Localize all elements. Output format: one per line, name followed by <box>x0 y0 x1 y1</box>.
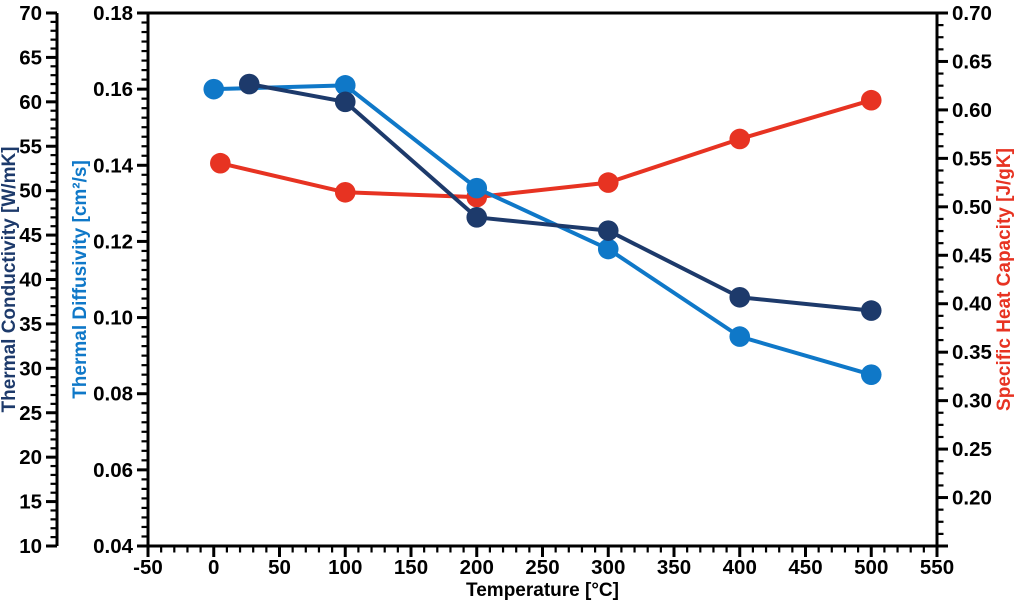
x-tick-label: 350 <box>657 556 691 579</box>
data-point <box>729 286 751 308</box>
y-tick-label: 0.10 <box>93 307 133 330</box>
y-tick-label: 0.08 <box>93 383 133 406</box>
data-point <box>860 364 882 385</box>
y-tick-label: 30 <box>19 357 42 380</box>
y-tick-label: 0.04 <box>93 535 133 558</box>
series-heat_capacity <box>210 89 882 208</box>
series-conductivity <box>238 73 882 321</box>
y-tick-label: 0.16 <box>93 78 133 101</box>
y-tick-label: 0.35 <box>952 341 992 364</box>
y-axis-title-heat_capacity: Specific Heat Capacity [J/gK] <box>994 148 1015 411</box>
y-tick-label: 55 <box>19 135 42 158</box>
y-tick-label: 25 <box>19 402 42 425</box>
y-tick-label: 0.70 <box>952 2 992 25</box>
series-line <box>211 83 874 377</box>
x-tick-label: 200 <box>460 556 494 579</box>
y-tick-label: 0.06 <box>93 459 133 482</box>
y-tick-label: 35 <box>19 313 42 336</box>
y-tick-label: 0.50 <box>952 196 992 219</box>
x-tick-label: 0 <box>208 556 219 579</box>
x-tick-label: 50 <box>268 556 291 579</box>
series-diffusivity <box>203 75 882 385</box>
data-point <box>203 78 225 100</box>
data-point <box>210 152 231 174</box>
data-point <box>238 73 260 95</box>
y-tick-label: 60 <box>19 91 42 114</box>
y-tick-label: 0.45 <box>952 244 992 267</box>
y-tick-label: 0.12 <box>93 230 133 253</box>
y-tick-label: 0.14 <box>93 154 133 177</box>
data-point <box>597 238 619 260</box>
y-axis-title-conductivity: Thermal Conductivity [W/mK] <box>0 146 20 412</box>
y-tick-label: 0.60 <box>952 99 992 122</box>
x-tick-label: -50 <box>133 556 163 579</box>
x-tick-label: 550 <box>920 556 954 579</box>
series-line <box>218 98 874 200</box>
data-point <box>334 75 356 96</box>
data-point <box>860 89 882 111</box>
data-point <box>860 300 882 321</box>
y-tick-label: 65 <box>19 46 42 69</box>
series-line <box>247 82 874 313</box>
x-axis: -50 0 50 100 150 200 250 300 350 400 450 500 550 Temp… <box>133 546 954 601</box>
data-point <box>466 177 488 199</box>
plot-frame <box>146 11 939 548</box>
y-tick-label: 0.40 <box>952 293 992 316</box>
y-axis-title-diffusivity: Thermal Diffusivity [cm²/s] <box>70 160 91 399</box>
y-tick-label: 0.25 <box>952 438 992 461</box>
data-point <box>334 91 356 113</box>
x-tick-label: 150 <box>394 556 428 579</box>
y-tick-label: 20 <box>19 446 42 469</box>
y-tick-label: 10 <box>19 535 42 558</box>
x-tick-label: 250 <box>525 556 559 579</box>
x-tick-label: 400 <box>723 556 757 579</box>
y-tick-label: 40 <box>19 269 42 292</box>
x-tick-label: 300 <box>591 556 625 579</box>
x-tick-label: 500 <box>854 556 888 579</box>
data-point <box>334 181 356 203</box>
x-tick-label: 450 <box>788 556 822 579</box>
x-axis-title: Temperature [°C] <box>466 580 619 601</box>
y-tick-label: 45 <box>19 224 42 247</box>
y-tick-label: 0.55 <box>952 147 992 170</box>
y-tick-label: 0.20 <box>952 487 992 510</box>
y-axis-diffusivity: 0.04 0.06 0.08 0.10 0.12 0.14 0.16 0.18 Thermal … <box>70 2 148 558</box>
y-tick-label: 50 <box>19 180 42 203</box>
y-axis-heat_capacity: 0.20 0.25 0.30 0.35 0.40 0.45 0.50 0.55 0.60 0.65… <box>937 2 1015 548</box>
y-tick-label: 15 <box>19 491 42 514</box>
y-tick-label: 0.30 <box>952 390 992 413</box>
data-point <box>597 220 619 241</box>
data-point <box>466 207 488 228</box>
y-tick-label: 70 <box>19 2 42 25</box>
data-point <box>729 128 751 150</box>
y-tick-label: 0.65 <box>952 50 992 73</box>
data-point <box>597 172 619 193</box>
y-tick-label: 0.18 <box>93 2 133 25</box>
y-axis-conductivity: 10 15 20 25 30 35 40 45 50 55 60 65 70 Thermal Conduc… <box>0 2 59 558</box>
x-tick-label: 100 <box>328 556 362 579</box>
data-point <box>729 326 751 347</box>
